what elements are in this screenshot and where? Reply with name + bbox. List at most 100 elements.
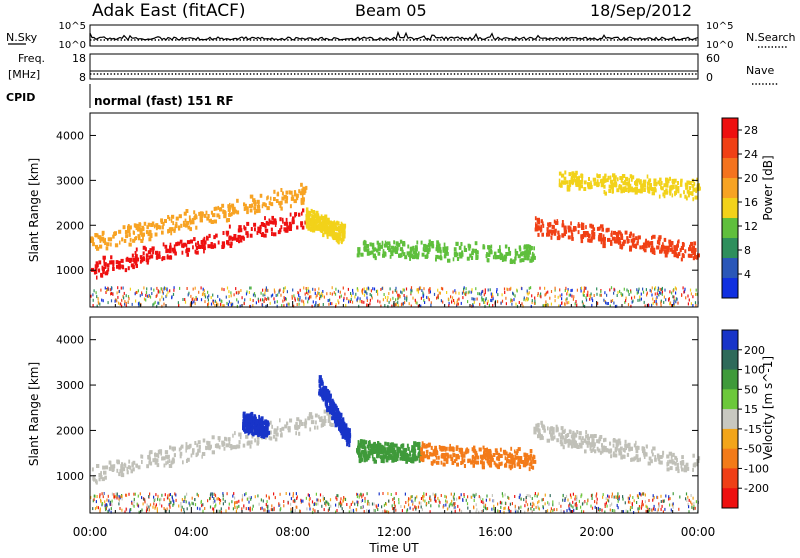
noise-cell [227, 492, 228, 495]
scatter-cell [179, 214, 182, 218]
noise-cell [652, 286, 653, 289]
noise-cell [540, 295, 541, 298]
noise-cell [207, 303, 208, 306]
scatter-cell [436, 461, 439, 465]
noise-cell [561, 302, 562, 305]
scatter-cell [118, 472, 120, 476]
noise-cell [439, 501, 440, 504]
noise-cell [147, 504, 148, 507]
scatter-cell [547, 222, 550, 226]
noise-cell [686, 499, 687, 502]
scatter-cell [323, 218, 326, 222]
noise-cell [530, 286, 531, 289]
noise-cell [264, 509, 265, 512]
scatter-cell [243, 202, 245, 206]
scatter-cell [550, 230, 552, 234]
noise-cell [140, 294, 141, 297]
noise-cell [234, 504, 235, 507]
noise-cell [430, 499, 431, 502]
scatter-cell [269, 436, 271, 440]
noise-cell [385, 296, 386, 299]
noise-cell [99, 495, 100, 498]
noise-cell [505, 297, 506, 300]
scatter-cell [556, 438, 559, 442]
scatter-cell [427, 250, 430, 254]
noise-cell [613, 292, 614, 295]
scatter-cell [468, 244, 470, 248]
scatter-cell [188, 226, 191, 230]
scatter-cell [180, 240, 183, 244]
noise-cell [266, 494, 267, 497]
noise-cell [201, 504, 202, 507]
scatter-cell [363, 440, 366, 444]
noise-cell [160, 498, 161, 501]
noise-cell [288, 502, 289, 505]
scatter-cell [144, 222, 147, 226]
scatter-cell [219, 438, 221, 442]
scatter-cell [321, 382, 324, 386]
scatter-cell [214, 220, 217, 224]
noise-cell [398, 498, 399, 501]
noise-cell [446, 496, 447, 499]
scatter-cell [358, 440, 360, 444]
scatter-cell [118, 266, 121, 270]
noise-cell [636, 288, 637, 291]
noise-cell [286, 304, 287, 307]
noise-cell [502, 495, 503, 498]
scatter-cell [96, 276, 98, 280]
scatter-cell [425, 255, 427, 259]
nave-tick-bottom: 0 [706, 71, 713, 84]
noise-cell [186, 500, 187, 503]
scatter-cell [576, 179, 579, 183]
noise-cell [481, 299, 482, 302]
scatter-cell [196, 251, 199, 255]
scatter-cell [658, 241, 660, 245]
noise-cell [328, 303, 329, 306]
noise-cell [135, 493, 136, 496]
scatter-cell [171, 461, 174, 465]
noise-cell [483, 509, 484, 512]
scatter-cell [329, 226, 331, 230]
scatter-cell [105, 465, 108, 469]
noise-cell [424, 500, 425, 503]
noise-cell [412, 495, 413, 498]
scatter-cell [260, 421, 263, 425]
noise-cell [211, 296, 212, 299]
noise-cell [149, 493, 150, 496]
scatter-cell [277, 192, 280, 196]
noise-cell [569, 509, 570, 512]
scatter-cell [116, 260, 119, 264]
scatter-cell [571, 230, 573, 234]
noise-cell [253, 299, 254, 302]
scatter-cell [449, 444, 451, 448]
scatter-cell [443, 249, 445, 253]
noise-cell [319, 293, 320, 296]
noise-cell [330, 498, 331, 501]
scatter-cell [123, 225, 126, 229]
scatter-cell [116, 469, 118, 473]
noise-cell [242, 499, 243, 502]
scatter-cell [521, 460, 524, 464]
noise-cell [590, 505, 591, 508]
noise-cell [639, 299, 640, 302]
noise-cell [301, 500, 302, 503]
scatter-cell [580, 174, 583, 178]
freq-label: Freq. [18, 52, 45, 65]
noise-cell [491, 293, 492, 296]
scatter-cell [110, 260, 112, 264]
noise-cell [274, 291, 275, 294]
scatter-cell [510, 466, 512, 470]
scatter-cell [226, 219, 228, 223]
noise-cell [530, 507, 531, 510]
scatter-cell [515, 252, 518, 256]
noise-cell [392, 498, 393, 501]
noise-cell [641, 503, 642, 506]
scatter-cell [476, 461, 479, 465]
scatter-cell [597, 174, 600, 178]
noise-cell [97, 495, 98, 498]
noise-cell [98, 300, 99, 303]
noise-cell [438, 504, 439, 507]
scatter-cell [381, 459, 384, 463]
noise-cell [695, 507, 696, 510]
noise-cell [644, 301, 645, 304]
